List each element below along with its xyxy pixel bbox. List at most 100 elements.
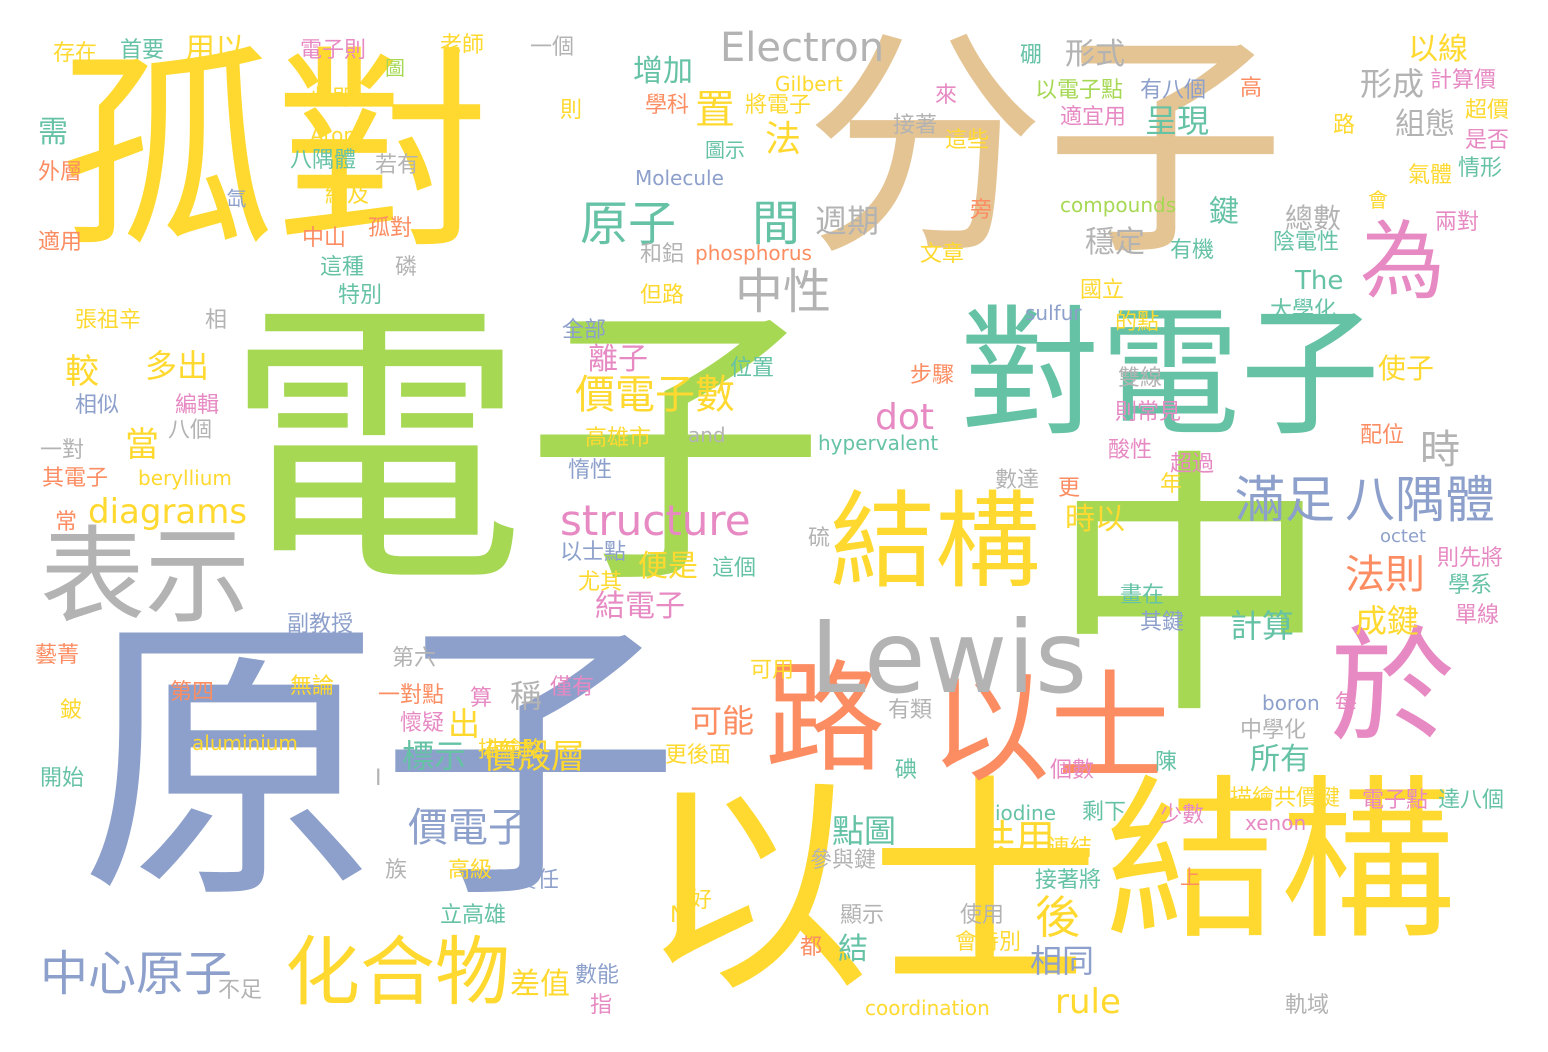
- cloud-word: 有機: [1170, 238, 1215, 263]
- cloud-word: 化合物: [285, 928, 511, 1016]
- cloud-word: structure: [560, 496, 751, 545]
- cloud-word: 適用: [38, 230, 83, 255]
- cloud-word: 對電子: [960, 293, 1381, 456]
- cloud-word: 文章: [920, 242, 965, 267]
- cloud-word: and: [688, 423, 726, 447]
- cloud-word: 尤其: [578, 570, 623, 595]
- cloud-word: 會特別: [955, 930, 1022, 955]
- cloud-word: Electron: [720, 25, 885, 71]
- cloud-word: 磷: [395, 255, 418, 280]
- cloud-word: sulfur: [1025, 301, 1082, 325]
- cloud-word: 價殼層: [483, 737, 585, 777]
- cloud-word: 電子: [225, 275, 825, 624]
- cloud-word: 高級: [448, 858, 493, 883]
- cloud-word: 八隅體: [290, 148, 357, 173]
- cloud-word: 結構: [1105, 761, 1455, 964]
- cloud-word: 共用: [975, 817, 1055, 863]
- cloud-word: Atom: [310, 123, 363, 147]
- cloud-word: 開始: [40, 766, 85, 791]
- cloud-word: 則先將: [1437, 546, 1504, 571]
- cloud-word: 有類: [888, 698, 933, 723]
- cloud-word: 結電子: [595, 589, 685, 624]
- cloud-word: 指: [590, 993, 613, 1018]
- cloud-word: 張祖辛: [75, 308, 142, 333]
- cloud-word: 軌域: [1285, 993, 1330, 1018]
- cloud-word: 有八個: [1140, 78, 1207, 103]
- cloud-word: 少數: [1160, 803, 1205, 828]
- cloud-word: 大學化: [1270, 298, 1337, 323]
- cloud-word: 相似: [75, 393, 120, 418]
- cloud-word: 雙線: [1118, 366, 1163, 391]
- cloud-word: aluminium: [192, 731, 298, 755]
- cloud-word: 以線: [1408, 32, 1468, 67]
- cloud-word: 編輯: [175, 393, 220, 418]
- cloud-word: 單線: [1455, 603, 1500, 628]
- cloud-word: 後: [1035, 891, 1081, 944]
- cloud-word: 氙: [223, 188, 247, 208]
- cloud-word: 中心原子: [40, 946, 233, 1002]
- cloud-word: 接著將: [1035, 868, 1102, 893]
- cloud-word: 需: [38, 115, 68, 150]
- cloud-word: 副教授: [287, 612, 354, 637]
- cloud-word: 硫: [808, 526, 831, 551]
- cloud-word: 無論: [290, 674, 335, 699]
- cloud-word: 都: [800, 935, 823, 960]
- cloud-word: iodine: [995, 801, 1057, 825]
- cloud-word: 若有: [375, 153, 420, 178]
- cloud-word: 這個: [712, 556, 757, 581]
- cloud-word: 更: [1058, 476, 1081, 501]
- cloud-word: 表示: [40, 516, 251, 638]
- cloud-word: 畫在: [1120, 583, 1165, 608]
- cloud-word: 置: [695, 87, 735, 133]
- cloud-word: 陰電性: [1273, 230, 1340, 255]
- cloud-word: 以士點: [560, 540, 627, 565]
- cloud-word: 電子則: [300, 38, 367, 63]
- cloud-word: 碘: [895, 758, 918, 783]
- cloud-word: 全部: [562, 318, 607, 343]
- cloud-word: 外層: [38, 160, 83, 185]
- cloud-word: 其鍵: [1140, 610, 1185, 635]
- cloud-word: 結及: [325, 183, 370, 208]
- cloud-word: N: [670, 903, 687, 928]
- cloud-word: 一對點: [378, 683, 445, 708]
- cloud-word: 標示: [402, 737, 467, 775]
- cloud-word: beryllium: [138, 466, 232, 490]
- cloud-word: 責任: [515, 868, 560, 893]
- cloud-word: 於: [1330, 615, 1455, 760]
- cloud-word: 和鋁: [640, 242, 685, 267]
- cloud-word: 好: [690, 888, 713, 913]
- cloud-word: 超價: [1465, 98, 1510, 123]
- cloud-word: I: [375, 766, 382, 791]
- cloud-word: 配位: [1360, 423, 1405, 448]
- cloud-word: 相同: [1030, 942, 1095, 980]
- cloud-word: 硼: [1020, 43, 1043, 68]
- cloud-word: 氣體: [1408, 163, 1453, 188]
- cloud-word: 老師: [440, 33, 485, 58]
- cloud-word: hypervalent: [818, 431, 939, 455]
- cloud-word: 計算: [1230, 607, 1295, 645]
- cloud-word: 情形: [1458, 156, 1503, 181]
- cloud-word: 可用: [750, 658, 795, 683]
- cloud-word: 圖示: [705, 138, 745, 162]
- cloud-word: 時: [1420, 427, 1460, 473]
- cloud-word: 多出: [145, 347, 210, 385]
- cloud-word: 達八個: [1438, 788, 1505, 813]
- cloud-word: 描繪路: [478, 738, 545, 763]
- cloud-word: 此即: [310, 86, 355, 111]
- cloud-word: 鈹: [60, 698, 83, 723]
- cloud-word: 年: [1160, 472, 1183, 497]
- cloud-word: 立高雄: [440, 903, 507, 928]
- cloud-word: 時以: [1065, 502, 1125, 537]
- cloud-word: 學科: [645, 93, 690, 118]
- cloud-word: 更後面: [665, 743, 732, 768]
- cloud-word: 旁: [970, 198, 993, 223]
- cloud-word: 以士: [640, 756, 1101, 1023]
- cloud-word: 電子點: [1362, 788, 1429, 813]
- cloud-word: 原子: [580, 196, 677, 252]
- cloud-word: 增加: [633, 54, 693, 89]
- cloud-word: 兩對: [1435, 210, 1480, 235]
- cloud-word: 藝菁: [35, 643, 80, 668]
- cloud-word: xenon: [1245, 811, 1307, 835]
- cloud-word: 稱: [510, 677, 543, 715]
